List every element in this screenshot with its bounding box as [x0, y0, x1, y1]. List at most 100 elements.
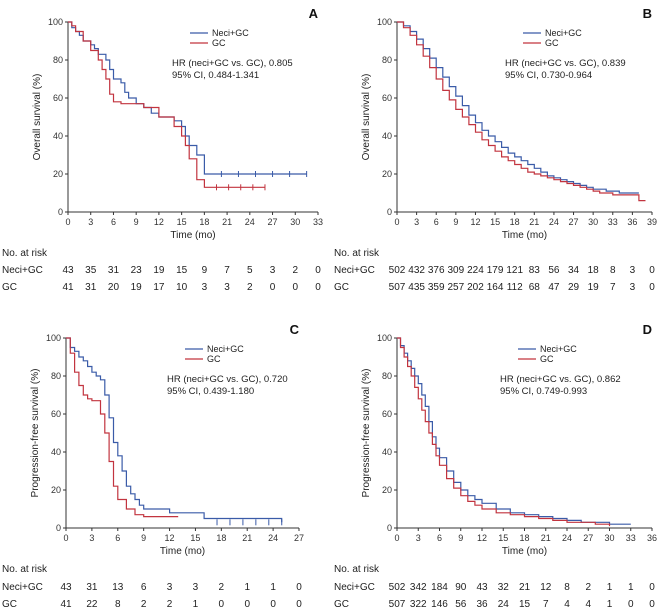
y-tick-label: 40 — [53, 131, 63, 141]
risk-count: 112 — [507, 282, 523, 293]
km-curve-neci-gc — [66, 337, 283, 523]
risk-count: 0 — [292, 282, 298, 293]
risk-count: 2 — [141, 599, 147, 610]
risk-table-header: No. at risk — [2, 248, 48, 259]
legend-label: Neci+GC — [545, 28, 582, 38]
legend-label: Neci+GC — [212, 28, 249, 38]
x-tick-label: 33 — [626, 533, 636, 543]
x-tick-label: 39 — [647, 217, 657, 227]
x-tick-label: 3 — [414, 217, 419, 227]
risk-count: 9 — [202, 265, 208, 276]
legend-label: GC — [207, 354, 221, 364]
risk-row-label: Neci+GC — [334, 265, 375, 276]
y-tick-label: 80 — [382, 55, 392, 65]
x-tick-label: 24 — [268, 533, 278, 543]
risk-count: 19 — [588, 282, 600, 293]
y-tick-label: 60 — [53, 93, 63, 103]
x-tick-label: 6 — [111, 217, 116, 227]
risk-count: 359 — [428, 282, 445, 293]
risk-count: 2 — [292, 265, 298, 276]
risk-count: 502 — [389, 582, 406, 593]
y-tick-label: 100 — [377, 333, 392, 343]
risk-count: 12 — [540, 582, 552, 593]
risk-count: 36 — [476, 599, 488, 610]
legend-label: Neci+GC — [207, 344, 244, 354]
x-tick-label: 30 — [604, 533, 614, 543]
y-tick-label: 80 — [53, 55, 63, 65]
risk-count: 164 — [487, 282, 504, 293]
y-tick-label: 0 — [387, 207, 392, 217]
risk-count: 31 — [85, 282, 97, 293]
risk-row-label: GC — [2, 599, 17, 610]
risk-count: 507 — [389, 282, 406, 293]
x-tick-label: 30 — [588, 217, 598, 227]
y-axis-label: Progression-free survival (%) — [30, 369, 41, 498]
risk-count: 8 — [115, 599, 121, 610]
risk-count: 0 — [649, 582, 655, 593]
risk-count: 19 — [153, 265, 165, 276]
risk-count: 5 — [247, 265, 253, 276]
risk-count: 43 — [62, 265, 74, 276]
risk-count: 4 — [564, 599, 570, 610]
hazard-ratio-text: HR (neci+GC vs. GC), 0.862 — [500, 374, 621, 385]
x-tick-label: 33 — [313, 217, 323, 227]
risk-count: 43 — [60, 582, 72, 593]
x-tick-label: 9 — [134, 217, 139, 227]
x-tick-label: 27 — [569, 217, 579, 227]
risk-count: 7 — [543, 599, 549, 610]
km-curve-gc — [397, 21, 646, 202]
risk-count: 23 — [131, 265, 143, 276]
x-tick-label: 6 — [434, 217, 439, 227]
risk-count: 8 — [610, 265, 616, 276]
risk-table-header: No. at risk — [334, 248, 380, 259]
risk-count: 20 — [108, 282, 120, 293]
risk-count: 56 — [548, 265, 560, 276]
x-tick-label: 3 — [88, 217, 93, 227]
x-tick-label: 18 — [216, 533, 226, 543]
x-tick-label: 36 — [627, 217, 637, 227]
x-tick-label: 21 — [529, 217, 539, 227]
risk-count: 507 — [389, 599, 406, 610]
risk-count: 7 — [610, 282, 616, 293]
risk-count: 3 — [193, 582, 199, 593]
risk-count: 15 — [519, 599, 531, 610]
risk-count: 32 — [498, 582, 510, 593]
risk-count: 3 — [630, 265, 636, 276]
x-tick-label: 9 — [458, 533, 463, 543]
risk-count: 0 — [270, 282, 276, 293]
risk-count: 1 — [628, 582, 634, 593]
x-tick-label: 0 — [63, 533, 68, 543]
x-tick-label: 18 — [510, 217, 520, 227]
km-curve-gc — [397, 337, 611, 527]
x-tick-label: 6 — [115, 533, 120, 543]
risk-count: 1 — [607, 582, 613, 593]
risk-table-header: No. at risk — [334, 564, 380, 575]
km-curve-gc — [66, 337, 179, 518]
risk-count: 0 — [649, 599, 655, 610]
x-tick-label: 36 — [647, 533, 657, 543]
y-tick-label: 0 — [387, 523, 392, 533]
risk-count: 24 — [498, 599, 510, 610]
risk-count: 121 — [506, 265, 523, 276]
panel-letter: D — [643, 322, 652, 337]
risk-count: 31 — [108, 265, 120, 276]
x-tick-label: 15 — [498, 533, 508, 543]
x-tick-label: 33 — [608, 217, 618, 227]
confidence-interval-text: 95% CI, 0.749-0.993 — [500, 386, 587, 397]
risk-count: 43 — [476, 582, 488, 593]
x-tick-label: 3 — [89, 533, 94, 543]
risk-count: 0 — [628, 599, 634, 610]
risk-count: 0 — [315, 265, 321, 276]
risk-count: 2 — [219, 582, 225, 593]
risk-count: 224 — [467, 265, 484, 276]
y-tick-label: 100 — [46, 333, 61, 343]
y-tick-label: 100 — [48, 17, 63, 27]
risk-count: 15 — [176, 265, 188, 276]
x-tick-label: 0 — [394, 533, 399, 543]
km-curve-neci-gc — [397, 337, 631, 525]
x-tick-label: 0 — [394, 217, 399, 227]
risk-count: 10 — [176, 282, 188, 293]
